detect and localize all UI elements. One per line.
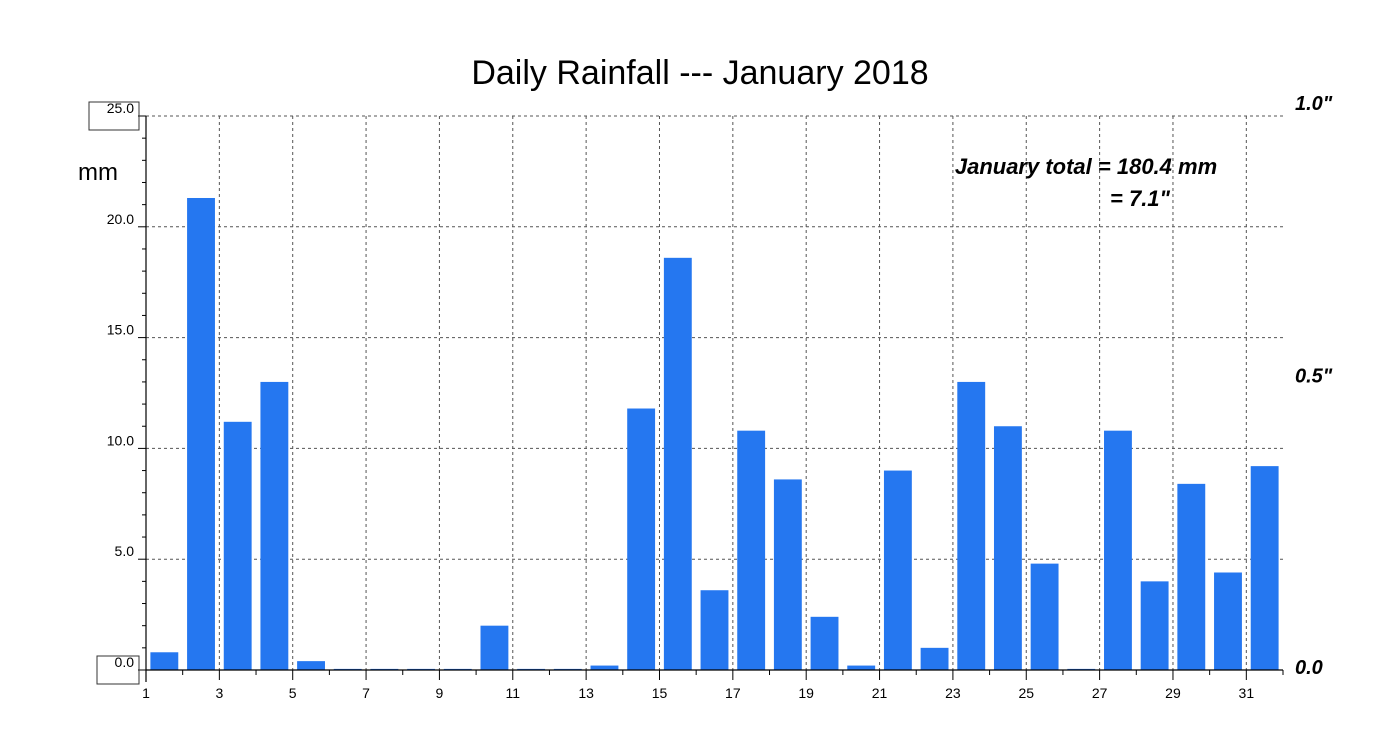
bar-day-5 [297,661,325,670]
y-min-label-box [96,655,140,685]
y-tick-label: 20.0 [107,211,134,227]
x-tick-label: 23 [945,685,961,701]
y-tick-labels: 0.0 5.0 10.0 15.0 20.0 25.0 [88,100,140,685]
y-tick-label: 25.0 [107,100,134,116]
y-tick-label: 15.0 [107,322,134,338]
bar-day-28 [1140,581,1169,670]
x-tick-label: 5 [289,685,297,701]
x-tick-label: 31 [1239,685,1255,701]
x-tick-label: 9 [436,685,444,701]
bar-day-30 [1214,572,1242,670]
bar-day-13 [590,665,619,670]
x-tick-label: 11 [506,685,521,701]
bar-day-15 [663,257,692,670]
bar-day-24 [993,426,1022,670]
x-tick-label: 21 [872,685,888,701]
bars [150,197,1279,670]
bar-day-27 [1104,430,1132,670]
bar-day-16 [700,590,729,670]
chart-title: Daily Rainfall --- January 2018 [471,54,928,92]
bar-day-2 [187,197,215,670]
y-tick-label: 10.0 [107,432,134,448]
bar-day-23 [957,381,986,670]
axes [138,115,1284,682]
secondary-y-tick-labels: 0.0 0.5" 1.0" [1295,93,1333,679]
x-tick-labels: 1 3 5 7 9 11 13 15 17 19 21 23 25 27 29 31 [142,685,1254,701]
bar-day-14 [627,408,656,670]
x-tick-label: 3 [215,685,223,701]
grid-lines [146,115,1283,670]
x-tick-label: 17 [725,685,741,701]
x-tick-label: 25 [1018,685,1034,701]
secondary-y-tick-label: 1.0" [1295,93,1333,115]
secondary-y-tick-label: 0.0 [1295,657,1323,679]
x-tick-label: 7 [362,685,370,701]
total-annotation-mm: January total = 180.4 mm [955,154,1217,179]
y-tick-label: 5.0 [115,543,135,559]
bar-day-21 [883,470,912,670]
x-tick-label: 13 [578,685,594,701]
y-axis-unit-label: mm [78,159,118,186]
x-tick-label: 19 [798,685,814,701]
bar-day-18 [773,479,802,670]
bar-day-25 [1030,563,1059,670]
y-tick-label: 0.0 [115,654,135,670]
y-max-label-box [88,101,140,131]
bar-day-10 [480,625,509,670]
bar-day-22 [920,647,949,670]
bar-day-31 [1250,466,1279,670]
bar-day-20 [847,665,876,670]
x-tick-label: 29 [1165,685,1181,701]
total-annotation-inches: = 7.1" [1110,186,1171,211]
bar-day-17 [737,430,766,670]
bar-day-19 [810,616,839,670]
bar-day-4 [260,381,289,670]
bar-day-29 [1177,483,1206,670]
bar-day-3 [223,421,252,670]
bar-day-1 [150,652,179,670]
x-tick-label: 1 [142,685,150,701]
x-tick-label: 27 [1092,685,1108,701]
x-tick-label: 15 [652,685,668,701]
secondary-y-tick-label: 0.5" [1295,366,1333,388]
